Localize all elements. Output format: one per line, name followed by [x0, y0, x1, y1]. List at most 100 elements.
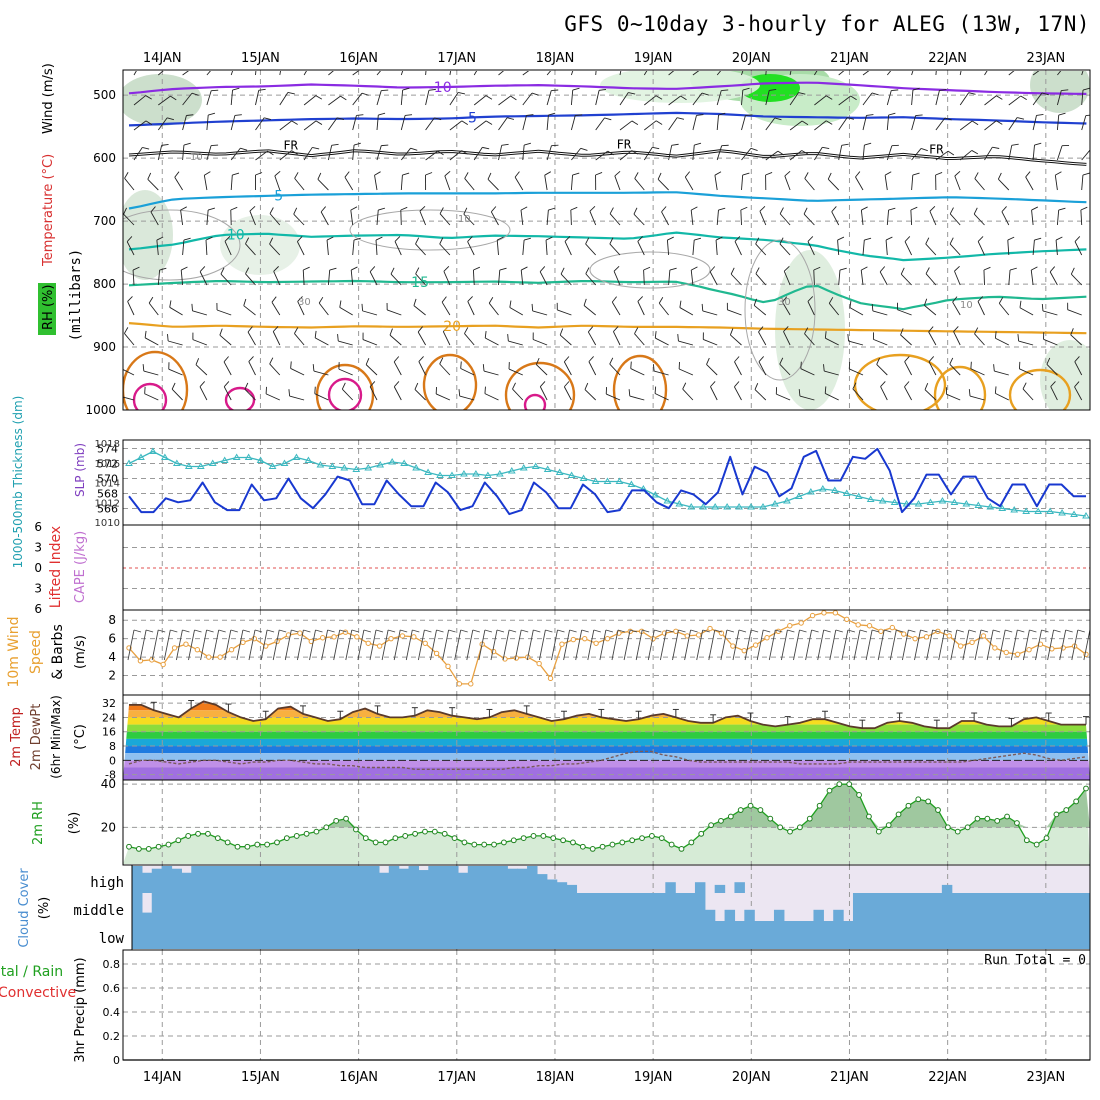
- barb-shaft: [678, 340, 694, 346]
- wind-barb: [1070, 267, 1083, 286]
- barb-flag: [827, 172, 832, 180]
- wind-axis-label: Wind (m/s): [41, 63, 56, 134]
- rh-point: [333, 817, 340, 824]
- wind-barb: [634, 327, 645, 346]
- barb-flag: [678, 629, 686, 633]
- wind-barb: [668, 267, 677, 286]
- wind-barb: [520, 206, 528, 226]
- thickness-point: [280, 459, 289, 466]
- date-label-top: 22JAN: [928, 51, 967, 66]
- barb-shaft: [158, 95, 171, 106]
- barb-shaft: [508, 340, 523, 346]
- barb-flag: [461, 120, 469, 125]
- wind-barb: [798, 389, 815, 401]
- cloud-bar: [793, 921, 805, 949]
- thickness-point: [747, 503, 755, 510]
- barb-shaft: [661, 211, 669, 226]
- wind-barb: [512, 382, 524, 401]
- rh-point: [293, 833, 300, 839]
- barb-flag: [1074, 236, 1081, 242]
- barb-flag: [572, 87, 580, 91]
- wind-barb: [158, 95, 177, 106]
- lifted-index-tick-label: 0: [34, 561, 42, 575]
- barb-shaft: [969, 395, 985, 401]
- barb-flag: [234, 114, 242, 116]
- surface-wind-barb: [430, 629, 444, 661]
- barb-shaft: [255, 150, 268, 161]
- thickness-point: [196, 462, 205, 469]
- barb-shaft: [984, 146, 993, 161]
- wind-barb: [1081, 87, 1090, 106]
- barb-shaft: [341, 388, 354, 401]
- barb-shaft: [206, 210, 209, 226]
- date-label-top: 19JAN: [634, 51, 673, 66]
- barb-shaft: [837, 240, 840, 256]
- barb-shaft: [848, 340, 864, 346]
- barb-shaft: [369, 629, 377, 661]
- barb-shaft: [877, 629, 885, 661]
- barb-shaft: [473, 147, 483, 161]
- wind-barb: [775, 387, 791, 401]
- wind-barb: [715, 236, 723, 256]
- barb-flag: [269, 237, 274, 245]
- surface-wind-barb: [708, 629, 722, 661]
- barb-flag: [448, 629, 456, 633]
- barb-flag: [784, 170, 791, 177]
- contour-line: [128, 81, 1087, 95]
- barb-shaft: [150, 211, 159, 226]
- barb-shaft: [230, 90, 233, 106]
- barb-flag: [444, 170, 451, 177]
- barb-shaft: [274, 175, 281, 191]
- barb-flag: [630, 361, 632, 369]
- wind-barb: [400, 172, 410, 191]
- surface-wind-barb: [526, 629, 541, 661]
- barb-shaft: [855, 176, 864, 191]
- barb-shaft: [734, 361, 742, 376]
- cloud-bar: [161, 893, 173, 921]
- wind-barb: [814, 146, 830, 161]
- wind-barb: [1017, 334, 1034, 346]
- wind-barb: [804, 327, 815, 346]
- wind-speed-point: [217, 654, 223, 660]
- barb-flag: [145, 120, 153, 126]
- barb-flag: [997, 172, 1002, 180]
- wind-barb: [484, 330, 499, 346]
- barb-flag: [993, 364, 995, 372]
- panel-frame: [122, 69, 1091, 411]
- wind-barb: [303, 146, 320, 161]
- barb-flag: [223, 356, 229, 363]
- barb-flag: [871, 629, 880, 633]
- cloud-bar: [971, 921, 982, 949]
- barb-shaft: [144, 393, 159, 401]
- barb-shaft: [838, 117, 848, 131]
- barb-shaft: [1080, 209, 1083, 226]
- barb-shaft: [269, 213, 281, 226]
- thickness-point: [531, 462, 540, 469]
- barb-shaft: [727, 309, 742, 316]
- barb-shaft: [466, 629, 474, 661]
- barb-flag: [828, 297, 834, 304]
- barb-flag: [230, 206, 238, 211]
- barb-flag: [968, 629, 977, 633]
- rh-point: [422, 828, 428, 835]
- barb-shaft: [464, 178, 475, 191]
- barb-shaft: [841, 629, 849, 661]
- barb-shaft: [168, 340, 183, 346]
- surface-wind-barb: [175, 629, 190, 661]
- cloud-bar: [1050, 893, 1061, 921]
- wind-barb: [741, 147, 758, 161]
- barb-shaft: [668, 71, 675, 76]
- barb-flag: [740, 206, 748, 211]
- barb-shaft: [1083, 629, 1090, 661]
- barb-flag: [623, 59, 630, 60]
- barb-shaft: [928, 361, 937, 376]
- wind-barb: [1074, 236, 1083, 256]
- wind-speed-point: [570, 636, 577, 643]
- surface-wind-barb: [393, 629, 408, 661]
- barb-shaft: [393, 361, 402, 376]
- barb-shaft: [690, 270, 694, 286]
- cloud-bar: [931, 921, 943, 949]
- wind-barb: [789, 92, 806, 106]
- barb-flag: [1074, 381, 1080, 388]
- wind-speed-point: [787, 623, 793, 629]
